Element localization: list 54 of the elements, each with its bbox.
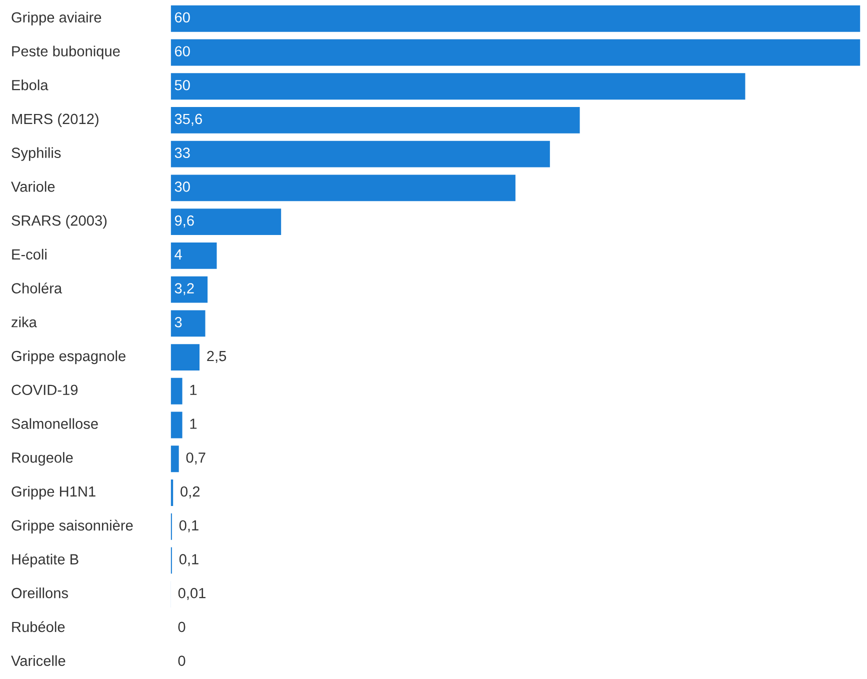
y-tick-label: MERS (2012): [12, 113, 98, 128]
y-tick-label: Syphilis: [12, 147, 61, 161]
y-tick-label: zika: [12, 316, 37, 328]
bar: [170, 208, 282, 236]
y-tick-label: Rougeole: [12, 452, 73, 466]
bar: [170, 412, 182, 438]
bar: [170, 5, 860, 32]
data-label: 3,2: [174, 283, 194, 296]
bar: [170, 39, 860, 66]
y-tick-label: E-coli: [12, 248, 46, 260]
data-label: 0: [178, 622, 186, 632]
bar: [170, 242, 217, 269]
y-tick-label: COVID-19: [12, 384, 78, 396]
y-tick-label: Variole: [11, 181, 55, 192]
y-tick-label: Grippe espagnole: [12, 350, 126, 364]
data-label: 0,2: [180, 486, 200, 498]
data-label: 0: [178, 656, 186, 666]
data-label: 0,7: [186, 452, 206, 465]
bar: [170, 174, 516, 202]
data-label: 9,6: [174, 215, 194, 228]
data-label: 33: [174, 148, 190, 158]
data-label: 3: [174, 317, 182, 328]
data-label: 0,1: [179, 554, 198, 566]
data-label: 50: [174, 80, 190, 90]
data-label: 60: [174, 46, 190, 56]
y-tick-label: SRARS (2003): [12, 215, 107, 229]
bar: [170, 310, 206, 337]
data-label: 35,6: [174, 114, 202, 126]
data-label: 2,5: [207, 350, 226, 363]
bar: [170, 446, 179, 472]
y-tick-label: Grippe H1N1: [12, 486, 96, 500]
data-label: 1: [190, 418, 197, 429]
bar: [170, 107, 580, 134]
y-tick-label: Rubéole: [12, 621, 65, 632]
y-tick-label: Choléra: [12, 282, 62, 294]
data-label: 30: [174, 182, 190, 192]
y-tick-label: Grippe aviaire: [12, 12, 102, 26]
data-label: 0,01: [178, 588, 206, 600]
y-tick-label: Peste bubonique: [12, 46, 120, 60]
y-tick-label: Ebola: [12, 80, 48, 90]
y-tick-label: Hépatite B: [12, 554, 78, 568]
data-label: 60: [174, 12, 190, 23]
y-tick-label: Varicelle: [11, 655, 66, 666]
data-label: 4: [174, 249, 182, 260]
bar: [170, 140, 550, 168]
bar: [170, 344, 200, 370]
bar: [170, 378, 182, 404]
data-label: 1: [190, 384, 197, 395]
data-label: 0,1: [179, 520, 198, 532]
y-tick-label: Salmonellose: [12, 418, 98, 429]
y-tick-label: Oreillons: [12, 588, 68, 598]
y-tick-label: Grippe saisonnière: [12, 520, 133, 534]
bar: [170, 73, 746, 100]
bar: [170, 276, 208, 303]
